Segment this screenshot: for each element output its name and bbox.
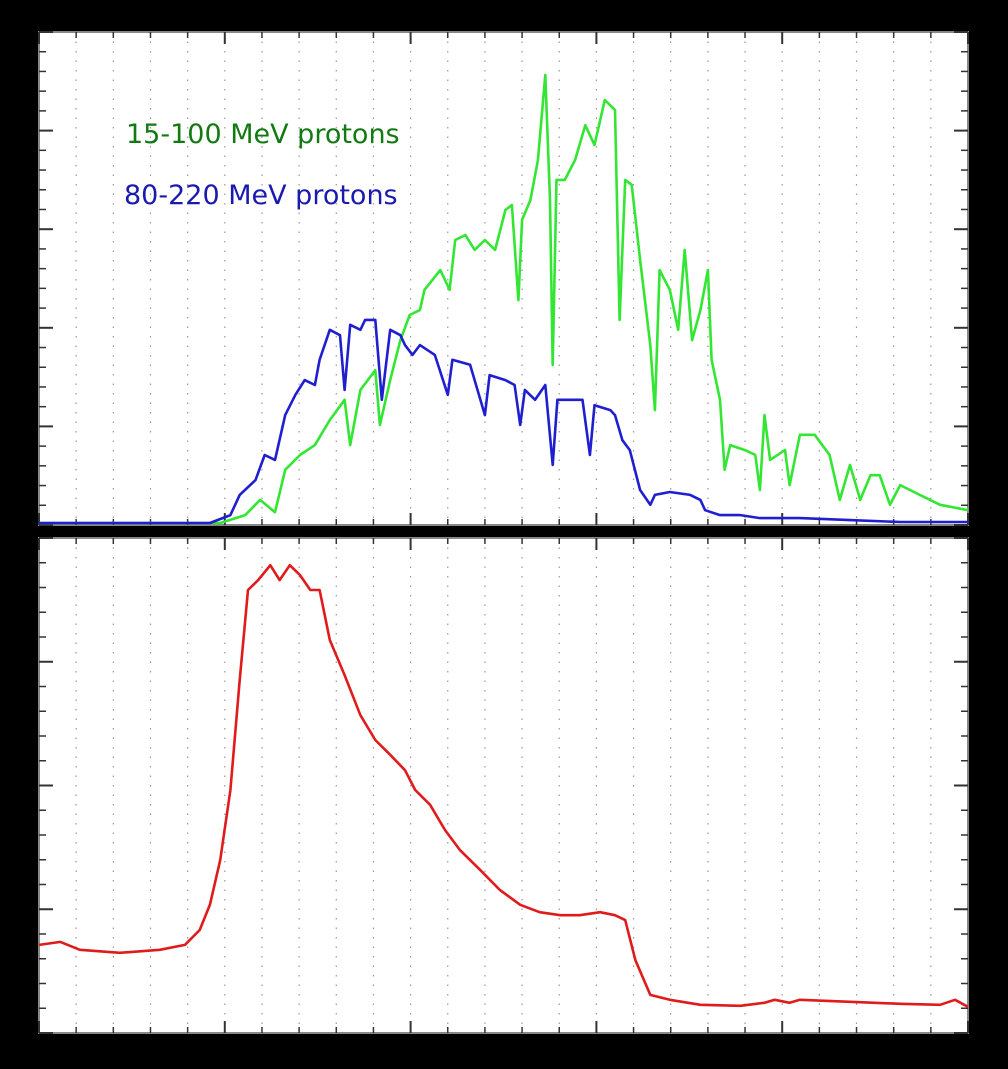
legend-entry-15-100-mev: 15-100 MeV protons xyxy=(126,119,400,150)
legend-entry-80-220-mev: 80-220 MeV protons xyxy=(124,180,398,211)
series-line-80-220 xyxy=(39,318,968,525)
top-panel xyxy=(38,31,969,526)
bottom-panel xyxy=(38,537,969,1034)
plot-area xyxy=(38,31,969,526)
series-line-15-100 xyxy=(39,73,969,525)
plot-area xyxy=(38,537,969,1034)
series-line-red xyxy=(38,563,969,1008)
